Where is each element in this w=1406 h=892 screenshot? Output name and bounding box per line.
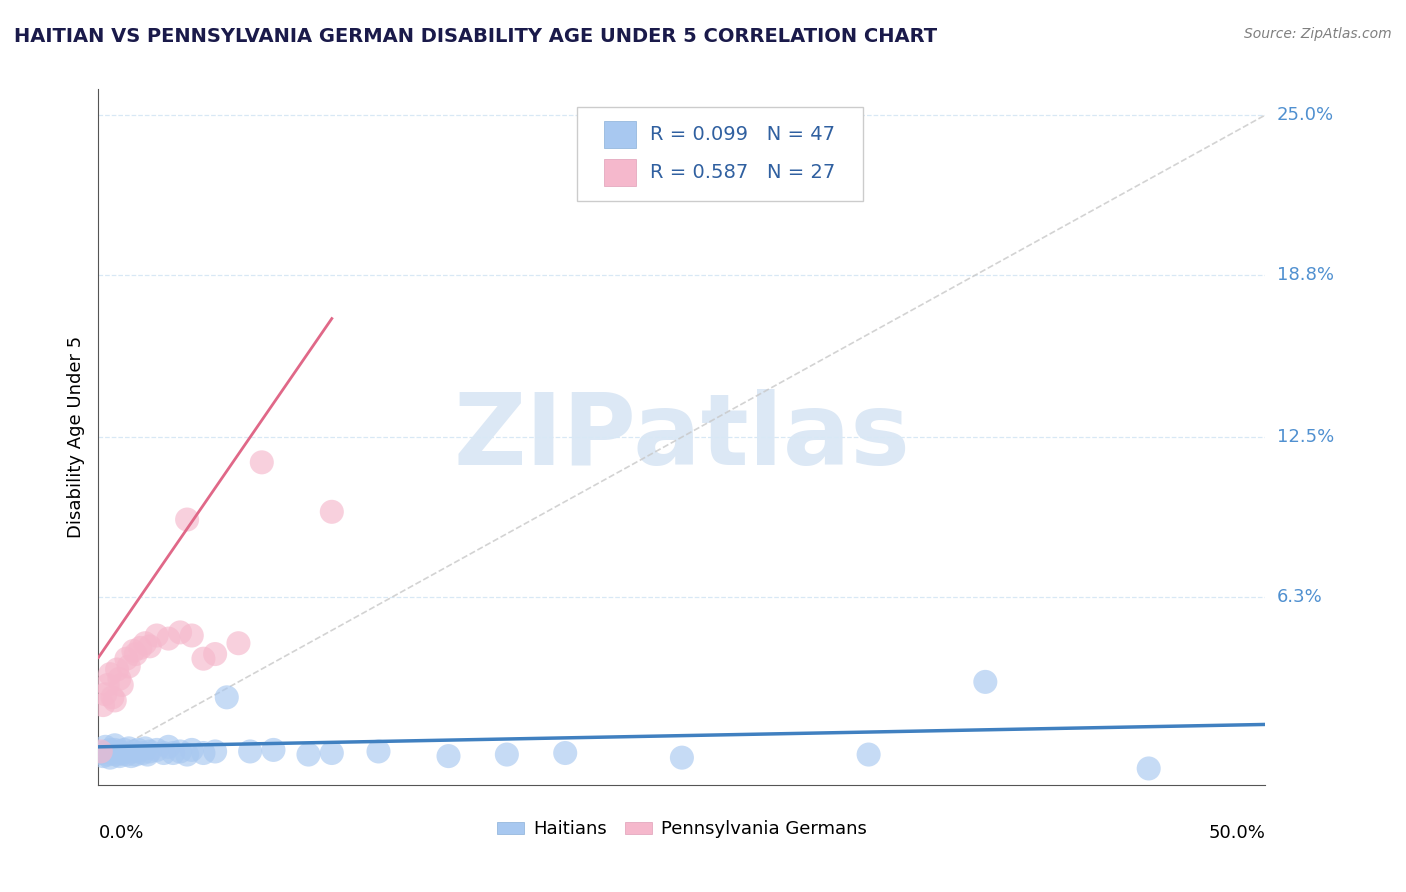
Text: R = 0.099   N = 47: R = 0.099 N = 47 <box>651 125 835 144</box>
Point <box>215 649 238 664</box>
Point <box>554 742 576 756</box>
Point <box>98 610 121 624</box>
Point <box>91 662 114 676</box>
Point <box>122 572 145 586</box>
Point <box>152 742 174 756</box>
Point <box>101 742 124 756</box>
Point <box>858 744 880 758</box>
Text: 6.3%: 6.3% <box>1277 588 1322 606</box>
Point <box>122 739 145 754</box>
Point <box>125 744 148 758</box>
Point <box>437 747 460 761</box>
Point <box>228 558 250 573</box>
Point <box>98 749 121 764</box>
Point <box>111 628 134 642</box>
Point <box>146 546 169 560</box>
Point <box>974 624 997 638</box>
Point <box>132 742 155 756</box>
Point <box>90 739 112 754</box>
FancyBboxPatch shape <box>603 121 637 148</box>
Point <box>127 737 149 751</box>
Point <box>250 257 273 271</box>
Point <box>91 747 114 761</box>
Point <box>204 739 226 754</box>
Point <box>134 734 156 748</box>
Point <box>193 742 215 756</box>
Point <box>120 747 142 761</box>
Point <box>321 340 343 354</box>
Point <box>94 739 117 754</box>
Text: 50.0%: 50.0% <box>1209 824 1265 842</box>
Text: 25.0%: 25.0% <box>1277 106 1334 124</box>
Point <box>321 742 343 756</box>
Text: 18.8%: 18.8% <box>1277 266 1333 284</box>
FancyBboxPatch shape <box>603 160 637 186</box>
Point <box>193 584 215 599</box>
Point <box>111 742 134 756</box>
Point <box>115 584 138 599</box>
Point <box>105 744 128 758</box>
Point <box>104 729 127 743</box>
Point <box>104 737 127 751</box>
Point <box>297 744 319 758</box>
Point <box>262 737 284 751</box>
Point <box>176 744 198 758</box>
Point <box>118 734 141 748</box>
Point <box>129 566 152 581</box>
Point <box>162 742 184 756</box>
Point <box>108 618 131 632</box>
Point <box>98 737 121 751</box>
Point <box>204 577 226 591</box>
Point <box>180 546 202 560</box>
Point <box>97 628 120 642</box>
Point <box>146 737 169 751</box>
Y-axis label: Disability Age Under 5: Disability Age Under 5 <box>66 336 84 538</box>
Point <box>125 577 148 591</box>
Point <box>136 744 159 758</box>
Text: 12.5%: 12.5% <box>1277 428 1334 446</box>
Text: HAITIAN VS PENNSYLVANIA GERMAN DISABILITY AGE UNDER 5 CORRELATION CHART: HAITIAN VS PENNSYLVANIA GERMAN DISABILIT… <box>14 27 938 45</box>
Point <box>112 737 135 751</box>
Point <box>90 742 112 756</box>
Point <box>101 649 124 664</box>
Point <box>367 739 389 754</box>
Point <box>118 598 141 612</box>
Point <box>157 731 180 746</box>
Point <box>139 564 162 578</box>
Legend: Haitians, Pennsylvania Germans: Haitians, Pennsylvania Germans <box>489 814 875 846</box>
FancyBboxPatch shape <box>576 106 863 201</box>
Point <box>108 747 131 761</box>
Text: Source: ZipAtlas.com: Source: ZipAtlas.com <box>1244 27 1392 41</box>
Point <box>94 731 117 746</box>
Point <box>1137 767 1160 781</box>
Point <box>496 744 519 758</box>
Text: R = 0.587   N = 27: R = 0.587 N = 27 <box>651 163 835 182</box>
Point <box>134 558 156 573</box>
Point <box>104 654 127 668</box>
Point <box>176 352 198 367</box>
Text: 0.0%: 0.0% <box>98 824 143 842</box>
Point <box>157 551 180 566</box>
Point <box>671 749 693 764</box>
Point <box>239 739 262 754</box>
Point <box>169 739 191 754</box>
Point <box>94 644 117 658</box>
Point <box>97 744 120 758</box>
Point <box>139 739 162 754</box>
Text: ZIPatlas: ZIPatlas <box>454 389 910 485</box>
Point <box>108 739 131 754</box>
Point <box>169 541 191 555</box>
Point <box>115 744 138 758</box>
Point <box>105 603 128 617</box>
Point <box>180 737 202 751</box>
